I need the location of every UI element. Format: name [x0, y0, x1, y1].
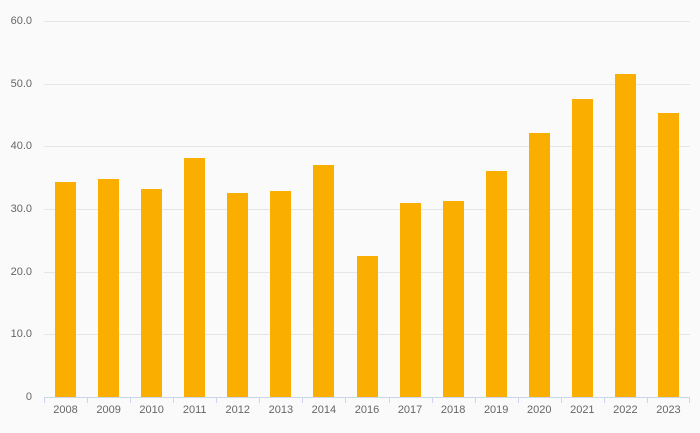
x-axis-tick	[560, 398, 562, 403]
x-axis-label-2014: 2014	[311, 404, 337, 416]
bar-2020[interactable]	[528, 132, 550, 397]
x-axis-tick	[431, 398, 433, 403]
x-axis-tick	[302, 398, 304, 403]
y-axis-label-0: 0	[25, 391, 32, 403]
x-axis-label-2017: 2017	[397, 404, 423, 416]
y-axis-label-10: 10.0	[10, 328, 32, 341]
bar-2012[interactable]	[227, 192, 249, 397]
bar-2023[interactable]	[657, 113, 679, 397]
bar-2014[interactable]	[313, 164, 335, 397]
x-axis-label-2018: 2018	[440, 404, 466, 416]
x-axis-label-2023: 2023	[656, 404, 681, 416]
x-axis-tick	[44, 398, 45, 403]
x-axis-tick	[517, 398, 519, 403]
x-axis-tick	[130, 398, 132, 403]
x-axis-labels: 2008 2009 2010 2011 2012 2013 2014 2016 2017 2018…	[44, 403, 690, 419]
bar-2021[interactable]	[571, 99, 593, 397]
x-axis-tick	[603, 398, 605, 403]
y-axis-label-50: 50.0	[10, 77, 32, 90]
bar-2018[interactable]	[442, 200, 464, 397]
y-axis-label-20: 20.0	[10, 265, 32, 278]
bar-2022[interactable]	[614, 74, 636, 397]
x-axis-label-2013: 2013	[268, 404, 294, 416]
x-axis-label-2021: 2021	[570, 404, 595, 416]
gridline-50	[44, 83, 690, 85]
x-axis-label-2022: 2022	[613, 404, 638, 416]
bar-2019[interactable]	[485, 171, 507, 397]
x-axis-label-2008: 2008	[53, 404, 78, 416]
y-axis-labels: 0 10.0 20.0 30.0 40.0 50.0 60.0	[0, 15, 32, 403]
y-axis-label-60: 60.0	[10, 15, 32, 27]
bar-2009[interactable]	[98, 178, 120, 397]
gridline-60	[44, 21, 690, 22]
x-axis-tick	[259, 398, 261, 403]
gridline-40	[44, 146, 690, 148]
x-axis-label-2009: 2009	[96, 404, 121, 416]
plot-area	[44, 21, 690, 403]
x-axis-label-2020: 2020	[527, 404, 552, 416]
x-axis-tick	[646, 398, 648, 403]
bar-2017[interactable]	[399, 202, 421, 397]
bar-2016[interactable]	[356, 256, 378, 397]
bar-2011[interactable]	[184, 158, 206, 397]
x-axis-tick	[388, 398, 390, 403]
x-axis-label-2011: 2011	[182, 404, 207, 416]
x-axis-label-2019: 2019	[483, 404, 509, 416]
bar-2013[interactable]	[270, 190, 292, 397]
bar-2008[interactable]	[55, 182, 77, 397]
x-axis-tick	[689, 398, 690, 403]
bar-2010[interactable]	[141, 188, 163, 397]
x-axis-label-2016: 2016	[354, 404, 380, 416]
x-axis-tick	[173, 398, 175, 403]
x-axis-tick	[474, 398, 476, 403]
x-axis-label-2012: 2012	[225, 404, 251, 416]
x-axis-tick	[345, 398, 347, 403]
y-axis-label-40: 40.0	[10, 140, 32, 153]
x-axis-tick	[87, 398, 89, 403]
y-axis-label-30: 30.0	[10, 203, 32, 215]
x-axis-label-2010: 2010	[139, 404, 164, 416]
x-axis-tick	[216, 398, 218, 403]
gridline-30	[44, 209, 690, 210]
